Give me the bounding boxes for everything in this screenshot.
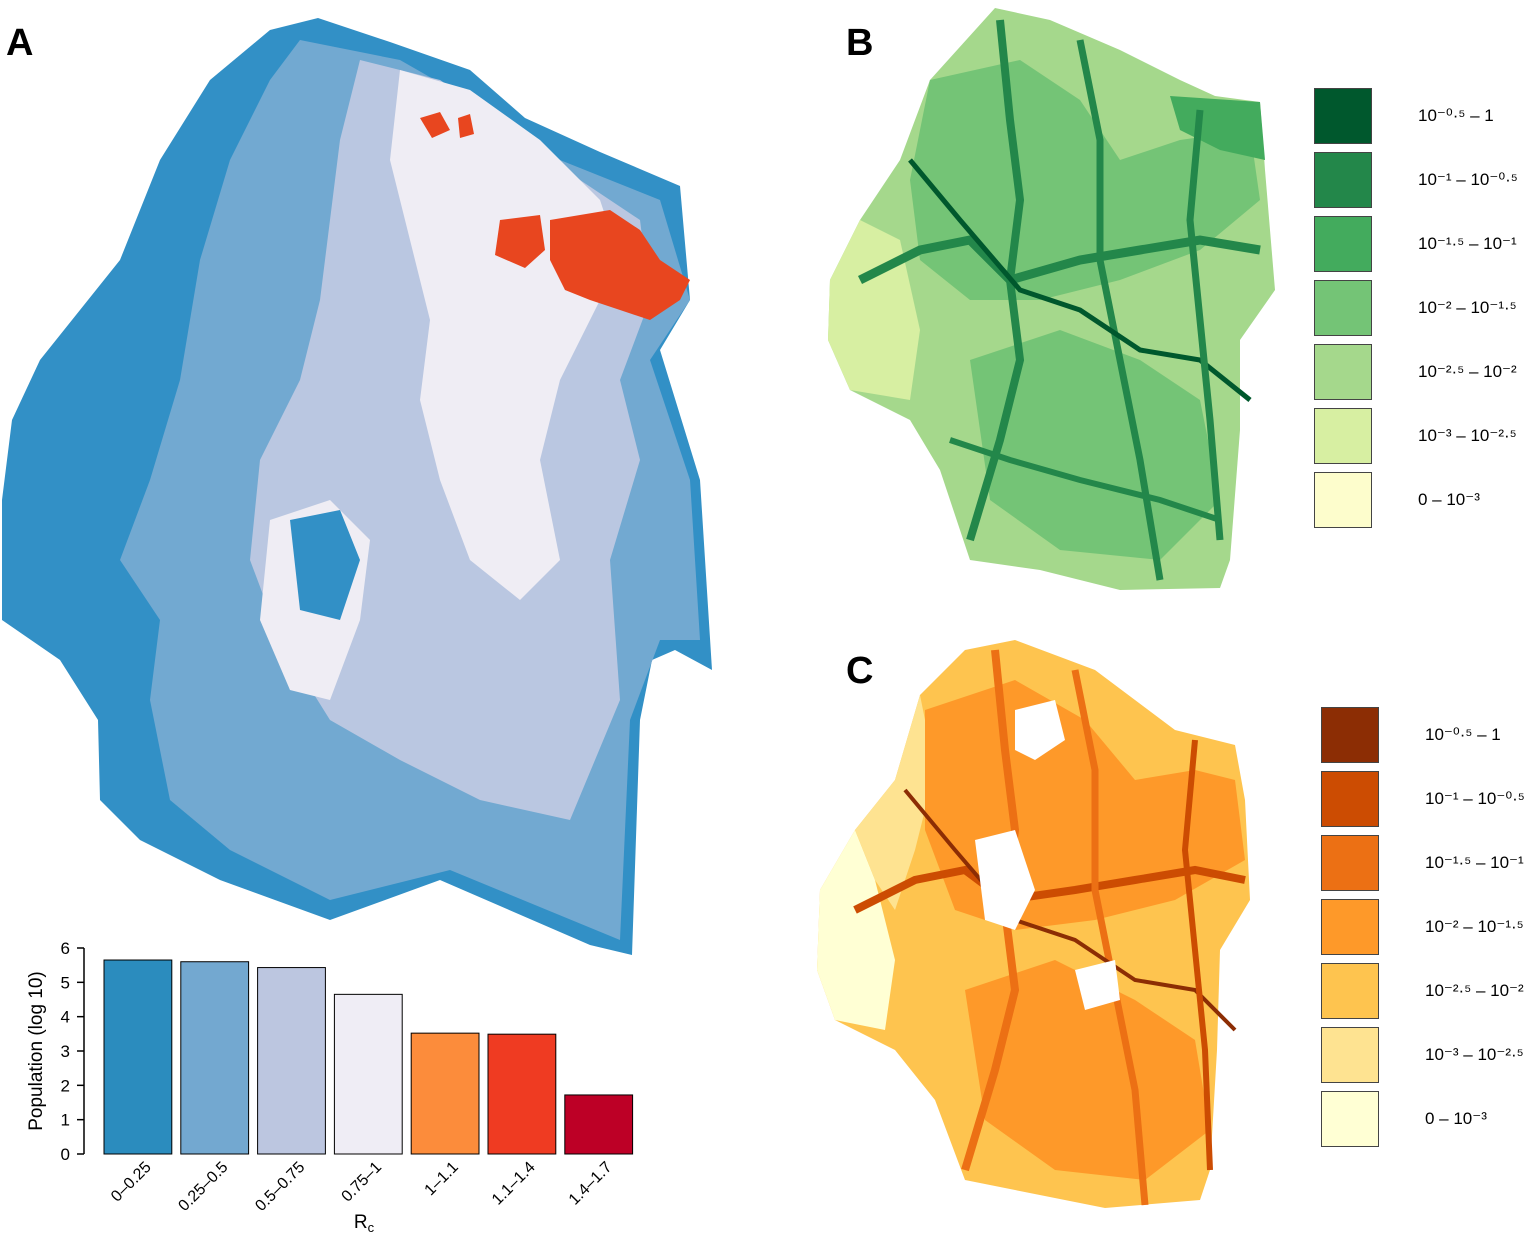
map-c-white-patch-2	[1015, 700, 1065, 760]
population-bar-chart: 0 1 2 3 4 5 6 Population (log 10) 0–0.25 0.25–0.5…	[26, 939, 634, 1233]
legend-b-swatch	[1314, 88, 1372, 144]
legend-c-row: 10⁻¹·⁵ – 10⁻¹	[1321, 835, 1535, 891]
map-a-class-high-4	[458, 114, 474, 138]
y-tick-label: 6	[61, 939, 70, 958]
map-c-orange	[817, 640, 1250, 1208]
legend-b-row: 10⁻¹ – 10⁻⁰·⁵	[1314, 152, 1535, 208]
map-b-green	[828, 8, 1275, 590]
legend-b-row: 10⁻³ – 10⁻²·⁵	[1314, 408, 1535, 464]
legend-c-swatch	[1321, 963, 1379, 1019]
panel-label-c: C	[846, 650, 874, 692]
map-b-road-4	[908, 158, 1252, 402]
legend-c-label: 10⁻¹·⁵ – 10⁻¹	[1425, 853, 1524, 872]
bar	[103, 959, 173, 1155]
map-b-mid-1	[910, 60, 1260, 300]
legend-b-row: 0 – 10⁻³	[1314, 472, 1535, 528]
map-c-white-patch-1	[975, 830, 1035, 930]
x-tick-label: 0–0.25	[108, 1159, 155, 1206]
legend-c-label: 10⁻² – 10⁻¹·⁵	[1425, 917, 1524, 936]
map-a-rc	[2, 18, 712, 955]
y-tick-label: 2	[61, 1076, 70, 1095]
legend-c-swatch	[1321, 1027, 1379, 1083]
legend-c-row: 10⁻⁰·⁵ – 1	[1321, 707, 1535, 763]
legend-c-label: 10⁻¹ – 10⁻⁰·⁵	[1425, 789, 1525, 808]
y-tick-label: 3	[61, 1042, 70, 1061]
y-axis-label: Population (log 10)	[26, 971, 47, 1131]
bar	[487, 1033, 557, 1155]
legend-b-label: 10⁻²·⁵ – 10⁻²	[1418, 362, 1517, 381]
legend-c-row: 10⁻³ – 10⁻²·⁵	[1321, 1027, 1535, 1083]
map-a-class-high-3	[420, 112, 450, 138]
legend-c-label: 10⁻³ – 10⁻²·⁵	[1425, 1045, 1524, 1064]
x-axis-label: Rc	[354, 1212, 375, 1233]
legend-c-swatch	[1321, 771, 1379, 827]
legend-c-row: 10⁻² – 10⁻¹·⁵	[1321, 899, 1535, 955]
legend-c-swatch	[1321, 1091, 1379, 1147]
x-tick-label: 0.5–0.75	[252, 1159, 308, 1215]
map-c-road-4	[903, 788, 1237, 1032]
bar	[180, 961, 250, 1155]
legend-c-row: 10⁻²·⁵ – 10⁻²	[1321, 963, 1535, 1019]
legend-b-swatch	[1314, 344, 1372, 400]
map-b-mid-2	[970, 330, 1220, 560]
legend-b-row: 10⁻²·⁵ – 10⁻²	[1314, 344, 1535, 400]
legend-b-label: 0 – 10⁻³	[1418, 490, 1480, 509]
legend-b-label: 10⁻¹ – 10⁻⁰·⁵	[1418, 170, 1518, 189]
map-c-light-edge-2	[855, 695, 935, 910]
legend-c-label: 0 – 10⁻³	[1425, 1109, 1487, 1128]
legend-b-row: 10⁻⁰·⁵ – 1	[1314, 88, 1535, 144]
y-tick-label: 1	[61, 1111, 70, 1130]
map-c-white-patch-3	[1075, 960, 1120, 1010]
legend-c-label: 10⁻²·⁵ – 10⁻²	[1425, 981, 1524, 1000]
legend-c-swatch	[1321, 835, 1379, 891]
x-tick-label: 0.25–0.5	[175, 1159, 231, 1215]
legend-b-label: 10⁻³ – 10⁻²·⁵	[1418, 426, 1517, 445]
map-c-light-edge	[817, 830, 895, 1030]
legend-b: 10⁻⁰·⁵ – 1 10⁻¹ – 10⁻⁰·⁵ 10⁻¹·⁵ – 10⁻¹ 1…	[1314, 88, 1534, 534]
map-a-class-0-025-patch	[290, 510, 360, 620]
map-b-dark-top	[1170, 96, 1265, 160]
x-tick-label: 0.75–1	[339, 1159, 386, 1206]
legend-c-swatch	[1321, 899, 1379, 955]
panel-label-a: A	[6, 22, 34, 64]
map-a-class-high-2	[550, 210, 690, 320]
x-tick-label: 1–1.1	[422, 1159, 462, 1199]
y-tick-label: 0	[61, 1145, 70, 1164]
map-a-class-high-1	[495, 215, 545, 268]
legend-b-swatch	[1314, 216, 1372, 272]
bar	[333, 993, 403, 1155]
y-tick-label: 5	[61, 973, 70, 992]
legend-b-swatch	[1314, 472, 1372, 528]
map-c-road-5	[1181, 739, 1213, 1171]
map-b-road-5	[1186, 109, 1224, 541]
map-c-road-3	[1071, 669, 1149, 1206]
legend-b-label: 10⁻⁰·⁵ – 1	[1418, 106, 1494, 125]
legend-b-label: 10⁻¹·⁵ – 10⁻¹	[1418, 234, 1517, 253]
map-a-class-075-1	[390, 70, 620, 600]
legend-b-label: 10⁻² – 10⁻¹·⁵	[1418, 298, 1517, 317]
bar	[564, 1094, 634, 1155]
legend-c: 10⁻⁰·⁵ – 1 10⁻¹ – 10⁻⁰·⁵ 10⁻¹·⁵ – 10⁻¹ 1…	[1321, 707, 1535, 1153]
legend-b-row: 10⁻¹·⁵ – 10⁻¹	[1314, 216, 1535, 272]
legend-c-row: 10⁻¹ – 10⁻⁰·⁵	[1321, 771, 1535, 827]
legend-c-row: 0 – 10⁻³	[1321, 1091, 1535, 1147]
x-tick-label: 1.1–1.4	[489, 1159, 539, 1209]
bar	[257, 967, 326, 1155]
legend-b-row: 10⁻² – 10⁻¹·⁵	[1314, 280, 1535, 336]
y-tick-label: 4	[61, 1008, 70, 1027]
bar	[410, 1032, 480, 1155]
map-b-road-3	[1076, 39, 1164, 581]
map-b-road-6	[949, 437, 1221, 523]
legend-c-swatch	[1321, 707, 1379, 763]
map-c-mid-2	[965, 960, 1210, 1180]
legend-c-label: 10⁻⁰·⁵ – 1	[1425, 725, 1501, 744]
x-tick-label: 1.4–1.7	[566, 1159, 616, 1209]
legend-b-swatch	[1314, 152, 1372, 208]
legend-b-swatch	[1314, 408, 1372, 464]
legend-b-swatch	[1314, 280, 1372, 336]
panel-label-b: B	[846, 22, 874, 64]
